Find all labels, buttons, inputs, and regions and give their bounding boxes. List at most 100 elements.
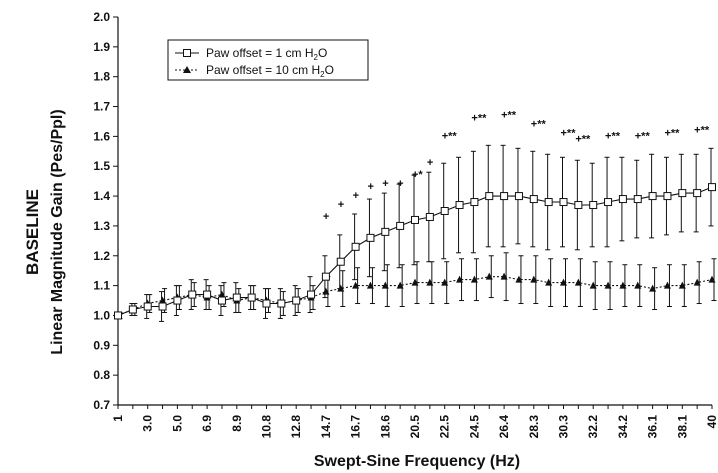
square-marker [604, 198, 613, 207]
x-tick-label: 40 [705, 415, 718, 429]
y-tick-label: 0.9 [93, 338, 110, 352]
x-tick-label: 18.6 [378, 415, 392, 439]
significance-marker: +** [531, 118, 547, 130]
triangle-marker [545, 278, 553, 286]
triangle-marker [500, 272, 508, 280]
square-marker [232, 293, 241, 302]
x-tick-label: 22.5 [438, 415, 452, 439]
triangle-marker [589, 281, 597, 289]
significance-marker: +** [561, 127, 577, 139]
y-tick-label: 1.0 [93, 308, 110, 322]
triangle-marker [515, 275, 523, 283]
triangle-marker [604, 281, 612, 289]
significance-marker: +** [501, 109, 517, 121]
x-tick-label: 36.1 [646, 415, 660, 439]
y-tick-label: 1.1 [93, 279, 110, 293]
x-tick-label: 30.3 [557, 415, 571, 439]
y-tick-label: 1.5 [93, 159, 110, 173]
square-marker [351, 242, 360, 251]
x-tick-label: 8.9 [230, 415, 244, 432]
square-marker [188, 290, 197, 299]
square-marker [648, 192, 657, 201]
square-marker [128, 305, 137, 314]
legend: Paw offset = 1 cm H2O Paw offset = 10 cm… [167, 39, 369, 81]
square-marker [618, 195, 627, 204]
significance-marker: + [367, 181, 373, 193]
significance-marker: + [338, 199, 344, 211]
square-marker [307, 290, 316, 299]
legend-label-2: Paw offset = 10 cm H2O [206, 63, 334, 79]
triangle-marker [456, 275, 464, 283]
y-axis-title-top: BASELINE [23, 189, 42, 275]
legend-triangle-marker [183, 66, 191, 73]
x-tick-label: 28.3 [527, 415, 541, 439]
y-tick-label: 1.6 [93, 129, 110, 143]
significance-marker: +** [575, 133, 591, 145]
significance-marker: + [323, 211, 329, 223]
triangle-marker [218, 290, 226, 298]
triangle-marker [352, 281, 360, 289]
triangle-marker [441, 278, 449, 286]
square-marker [470, 198, 479, 207]
square-marker [425, 212, 434, 221]
significance-marker: + [353, 190, 359, 202]
series-paw-offset-1 [114, 144, 716, 322]
significance-marker: +** [605, 130, 621, 142]
y-tick-label: 1.4 [93, 189, 110, 203]
series-paw-offset-10 [114, 252, 717, 319]
triangle-marker [530, 275, 538, 283]
square-marker [559, 198, 568, 207]
triangle-marker [574, 278, 582, 286]
triangle-marker [159, 296, 167, 304]
triangle-marker [649, 284, 657, 292]
triangle-marker [678, 281, 686, 289]
significance-marker: +* [412, 169, 423, 181]
triangle-marker [322, 287, 330, 295]
square-marker [292, 296, 301, 305]
square-marker [203, 290, 212, 299]
significance-marker: + [427, 157, 433, 169]
legend-label-1: Paw offset = 1 cm H2O [206, 46, 327, 62]
triangle-marker [619, 281, 627, 289]
y-tick-label: 1.8 [93, 70, 110, 84]
legend-item-1: Paw offset = 1 cm H2O [175, 46, 327, 62]
x-tick-label: 26.4 [497, 415, 511, 439]
triangle-marker [708, 275, 716, 283]
square-marker [440, 207, 449, 215]
square-marker [277, 299, 286, 308]
square-marker [114, 311, 122, 320]
legend-box [167, 39, 369, 81]
significance-marker: +** [694, 124, 710, 136]
significance-marker: +** [664, 127, 680, 139]
x-tick-label: 5.0 [170, 415, 184, 432]
square-marker [633, 195, 642, 204]
significance-markers: ++++ + ++*++**+** +**+**+** +** +** +** +** +** [323, 109, 710, 222]
square-marker [396, 221, 405, 230]
square-marker [455, 201, 464, 210]
square-marker [693, 189, 702, 198]
y-tick-label: 1.3 [93, 219, 110, 233]
significance-marker: +** [442, 130, 458, 142]
y-axis-title: Linear Magnitude Gain (Pes/Ppl) [49, 109, 66, 354]
triangle-marker [634, 281, 642, 289]
x-tick-label: 20.5 [408, 415, 422, 439]
square-marker [544, 198, 553, 207]
triangle-marker [411, 278, 419, 286]
square-marker [529, 195, 538, 204]
x-tick-labels: 1 3.0 5.0 6.9 8.9 10.8 12.8 14.7 16.7 18.6 20.5 22.… [111, 405, 718, 438]
triangle-marker [560, 278, 567, 286]
square-marker [574, 201, 583, 210]
x-tick-label: 16.7 [349, 415, 363, 439]
square-marker [589, 201, 598, 210]
significance-marker: + [382, 178, 388, 190]
triangle-marker [381, 281, 389, 289]
x-tick-label: 3.0 [141, 415, 155, 432]
y-tick-labels: 0.7 0.8 0.9 1.0 1.1 1.2 1.3 1.4 1.5 1.6 1.7 1.8 1.9 2… [93, 10, 118, 412]
x-tick-label: 24.5 [467, 415, 481, 439]
square-marker [485, 192, 494, 201]
square-marker [173, 296, 182, 305]
square-marker [262, 299, 271, 308]
x-tick-label: 34.2 [616, 415, 630, 439]
x-tick-label: 38.1 [675, 415, 689, 439]
